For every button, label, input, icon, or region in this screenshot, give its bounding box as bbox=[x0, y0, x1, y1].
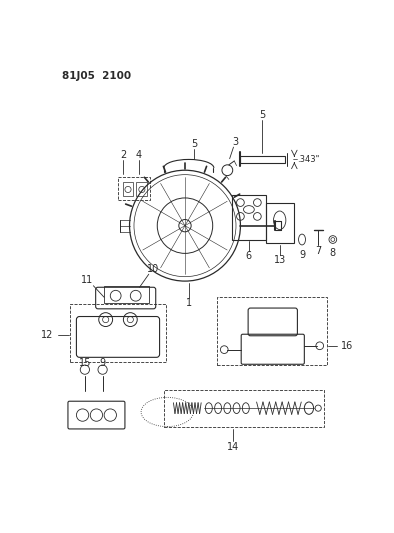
Text: 2: 2 bbox=[120, 150, 126, 160]
Text: 9: 9 bbox=[299, 250, 305, 260]
Bar bbox=[123, 182, 134, 196]
Text: 1: 1 bbox=[186, 297, 192, 308]
Text: 16: 16 bbox=[341, 341, 353, 351]
Text: .343": .343" bbox=[297, 155, 320, 164]
Text: 5: 5 bbox=[259, 110, 265, 120]
Text: 3: 3 bbox=[232, 137, 238, 147]
Bar bbox=[136, 182, 147, 196]
Text: 12: 12 bbox=[41, 330, 53, 340]
Text: 14: 14 bbox=[227, 442, 240, 451]
Text: 9: 9 bbox=[100, 358, 106, 368]
Bar bbox=[266, 203, 294, 243]
Text: 6: 6 bbox=[246, 252, 252, 262]
Text: 5: 5 bbox=[191, 139, 197, 149]
Bar bbox=[104, 287, 149, 303]
Text: 11: 11 bbox=[81, 276, 93, 285]
Bar bbox=[240, 156, 285, 163]
Text: 10: 10 bbox=[147, 264, 159, 274]
Bar bbox=[70, 304, 166, 362]
Text: 8: 8 bbox=[330, 248, 336, 259]
Text: 4: 4 bbox=[136, 150, 142, 160]
Text: 81J05  2100: 81J05 2100 bbox=[62, 70, 131, 80]
Text: 13: 13 bbox=[273, 255, 286, 265]
Bar bbox=[232, 195, 266, 239]
Text: 15: 15 bbox=[79, 358, 91, 368]
Bar bbox=[164, 391, 324, 427]
Bar bbox=[217, 297, 327, 365]
Bar bbox=[118, 177, 151, 200]
Text: 7: 7 bbox=[315, 246, 322, 256]
